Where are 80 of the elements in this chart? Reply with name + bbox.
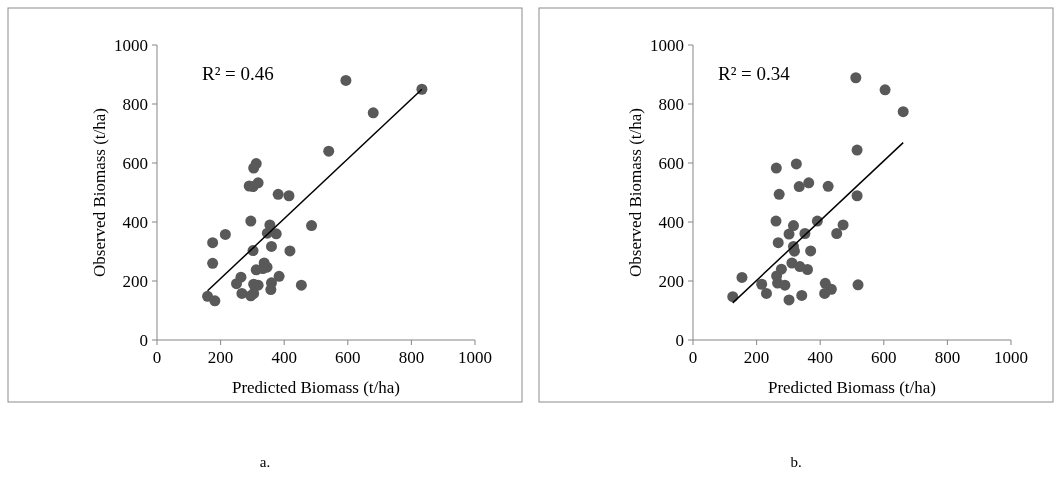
point (770, 162, 782, 174)
point (306, 220, 318, 232)
point (779, 279, 791, 291)
x-tick-label: 600 (871, 348, 897, 367)
point (819, 287, 831, 299)
y-tick-label: 400 (122, 212, 148, 232)
y-axis-title: Observed Biomass (t/ha) (626, 107, 645, 278)
point (245, 215, 257, 227)
point (295, 279, 307, 291)
point (790, 158, 802, 170)
point (879, 84, 891, 96)
point (270, 228, 282, 240)
point (756, 278, 768, 290)
point (850, 72, 862, 84)
point (787, 220, 799, 232)
annotation: R² = 0.46 (202, 63, 274, 84)
point (284, 245, 296, 257)
point (265, 240, 277, 252)
x-axis-title: Predicted Biomass (t/ha) (231, 378, 401, 397)
point (831, 228, 843, 240)
y-axis-title: Observed Biomass (t/ha) (90, 107, 109, 278)
point (793, 181, 805, 193)
point (727, 291, 739, 303)
point (773, 188, 785, 200)
x-tick-label: 200 (207, 348, 234, 367)
point (283, 190, 295, 202)
point (340, 74, 352, 86)
y-tick-label: 1000 (650, 35, 684, 55)
point (783, 294, 795, 306)
y-tick-label: 800 (658, 94, 684, 114)
y-tick-label: 800 (122, 94, 148, 114)
x-tick-label: 400 (807, 348, 833, 367)
x-tick-label: 1000 (458, 348, 492, 367)
point (209, 295, 221, 307)
y-tick-label: 200 (658, 271, 684, 291)
y-tick-label: 0 (675, 330, 684, 350)
point (207, 257, 219, 269)
x-tick-label: 800 (398, 348, 425, 367)
point (897, 106, 909, 118)
point (272, 188, 284, 200)
point (783, 228, 795, 240)
point (367, 107, 379, 119)
point (805, 245, 817, 257)
point (801, 264, 813, 275)
point (852, 279, 864, 291)
y-tick-label: 600 (658, 153, 684, 173)
point (323, 145, 335, 157)
point (736, 271, 748, 283)
point (851, 144, 863, 156)
x-axis-title: Predicted Biomass (t/ha) (767, 378, 937, 397)
point (273, 270, 285, 282)
y-tick-label: 1000 (114, 35, 148, 55)
y-tick-label: 400 (658, 212, 684, 232)
point (236, 287, 248, 299)
point (803, 177, 815, 189)
x-tick-label: 600 (335, 348, 361, 367)
y-tick-label: 0 (139, 330, 148, 350)
x-tick-label: 0 (152, 348, 162, 367)
point (248, 162, 260, 174)
annotation: R² = 0.34 (718, 63, 791, 84)
text: b. (790, 454, 802, 470)
point (770, 215, 782, 227)
point (265, 284, 277, 296)
y-tick-label: 200 (122, 271, 148, 291)
point (837, 219, 849, 231)
point (822, 180, 834, 192)
point (219, 228, 231, 240)
point (772, 237, 784, 249)
point (851, 190, 863, 202)
x-tick-label: 1000 (994, 348, 1028, 367)
point (796, 289, 808, 301)
text: a. (259, 454, 271, 470)
x-tick-label: 200 (743, 348, 770, 367)
x-tick-label: 400 (271, 348, 297, 367)
y-tick-label: 600 (122, 153, 148, 173)
x-tick-label: 800 (934, 348, 961, 367)
point (231, 278, 242, 290)
point (207, 237, 219, 249)
x-tick-label: 0 (688, 348, 698, 367)
point (760, 287, 772, 299)
